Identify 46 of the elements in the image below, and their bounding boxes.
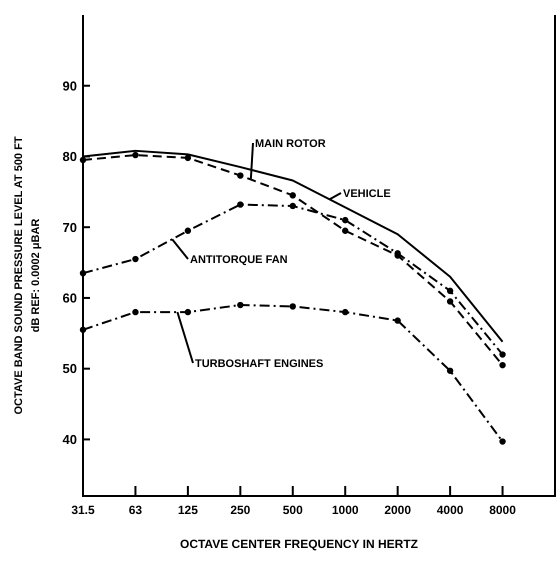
point (290, 192, 296, 199)
x-tick-label: 31.5 (71, 503, 95, 517)
point (80, 156, 86, 164)
point (290, 303, 296, 310)
y-axis-title: OCTAVE BAND SOUND PRESSURE LEVEL AT 500 FT dB REF: 0.0002 μBAR (13, 136, 42, 415)
legend-label: VEHICLE (343, 188, 391, 200)
point (237, 172, 244, 179)
point (446, 368, 454, 374)
x-tick-label: 8000 (489, 503, 516, 517)
y-tick-label: 50 (62, 361, 77, 376)
point (342, 308, 348, 316)
point (342, 216, 348, 224)
point (132, 308, 139, 316)
point (499, 362, 506, 368)
y-tick-label: 90 (62, 78, 77, 94)
y-tick-label: 70 (62, 220, 77, 235)
y-tick-label: 40 (62, 432, 77, 447)
x-axis-title: OCTAVE CENTER FREQUENCY IN HERTZ (180, 537, 418, 551)
point (342, 228, 348, 234)
text: MAIN ROTOR (255, 138, 326, 150)
x-tick-label: 125 (178, 503, 198, 517)
point (80, 326, 86, 333)
point (184, 308, 192, 316)
x-tick-label: 250 (230, 503, 251, 517)
point (446, 298, 454, 305)
point (184, 154, 192, 162)
point (132, 152, 139, 158)
x-tick-label: 2000 (384, 503, 412, 517)
series-label: ANTITORQUE FAN (190, 254, 288, 266)
point (80, 270, 86, 276)
text: TURBOSHAFT ENGINES (195, 358, 324, 370)
y-tick-label: 80 (62, 149, 77, 164)
point (446, 288, 454, 294)
x-tick-label: 63 (128, 503, 142, 517)
x-tick-label: 4000 (436, 503, 464, 517)
point (290, 202, 296, 210)
x-tick-label: 500 (282, 503, 304, 517)
point (499, 351, 506, 358)
point (394, 317, 401, 324)
point (132, 256, 139, 262)
point (184, 228, 192, 234)
point (499, 438, 506, 445)
point (237, 302, 244, 308)
y-tick-label: 60 (62, 290, 77, 306)
point (237, 201, 244, 208)
x-tick-label: 1000 (332, 503, 359, 517)
